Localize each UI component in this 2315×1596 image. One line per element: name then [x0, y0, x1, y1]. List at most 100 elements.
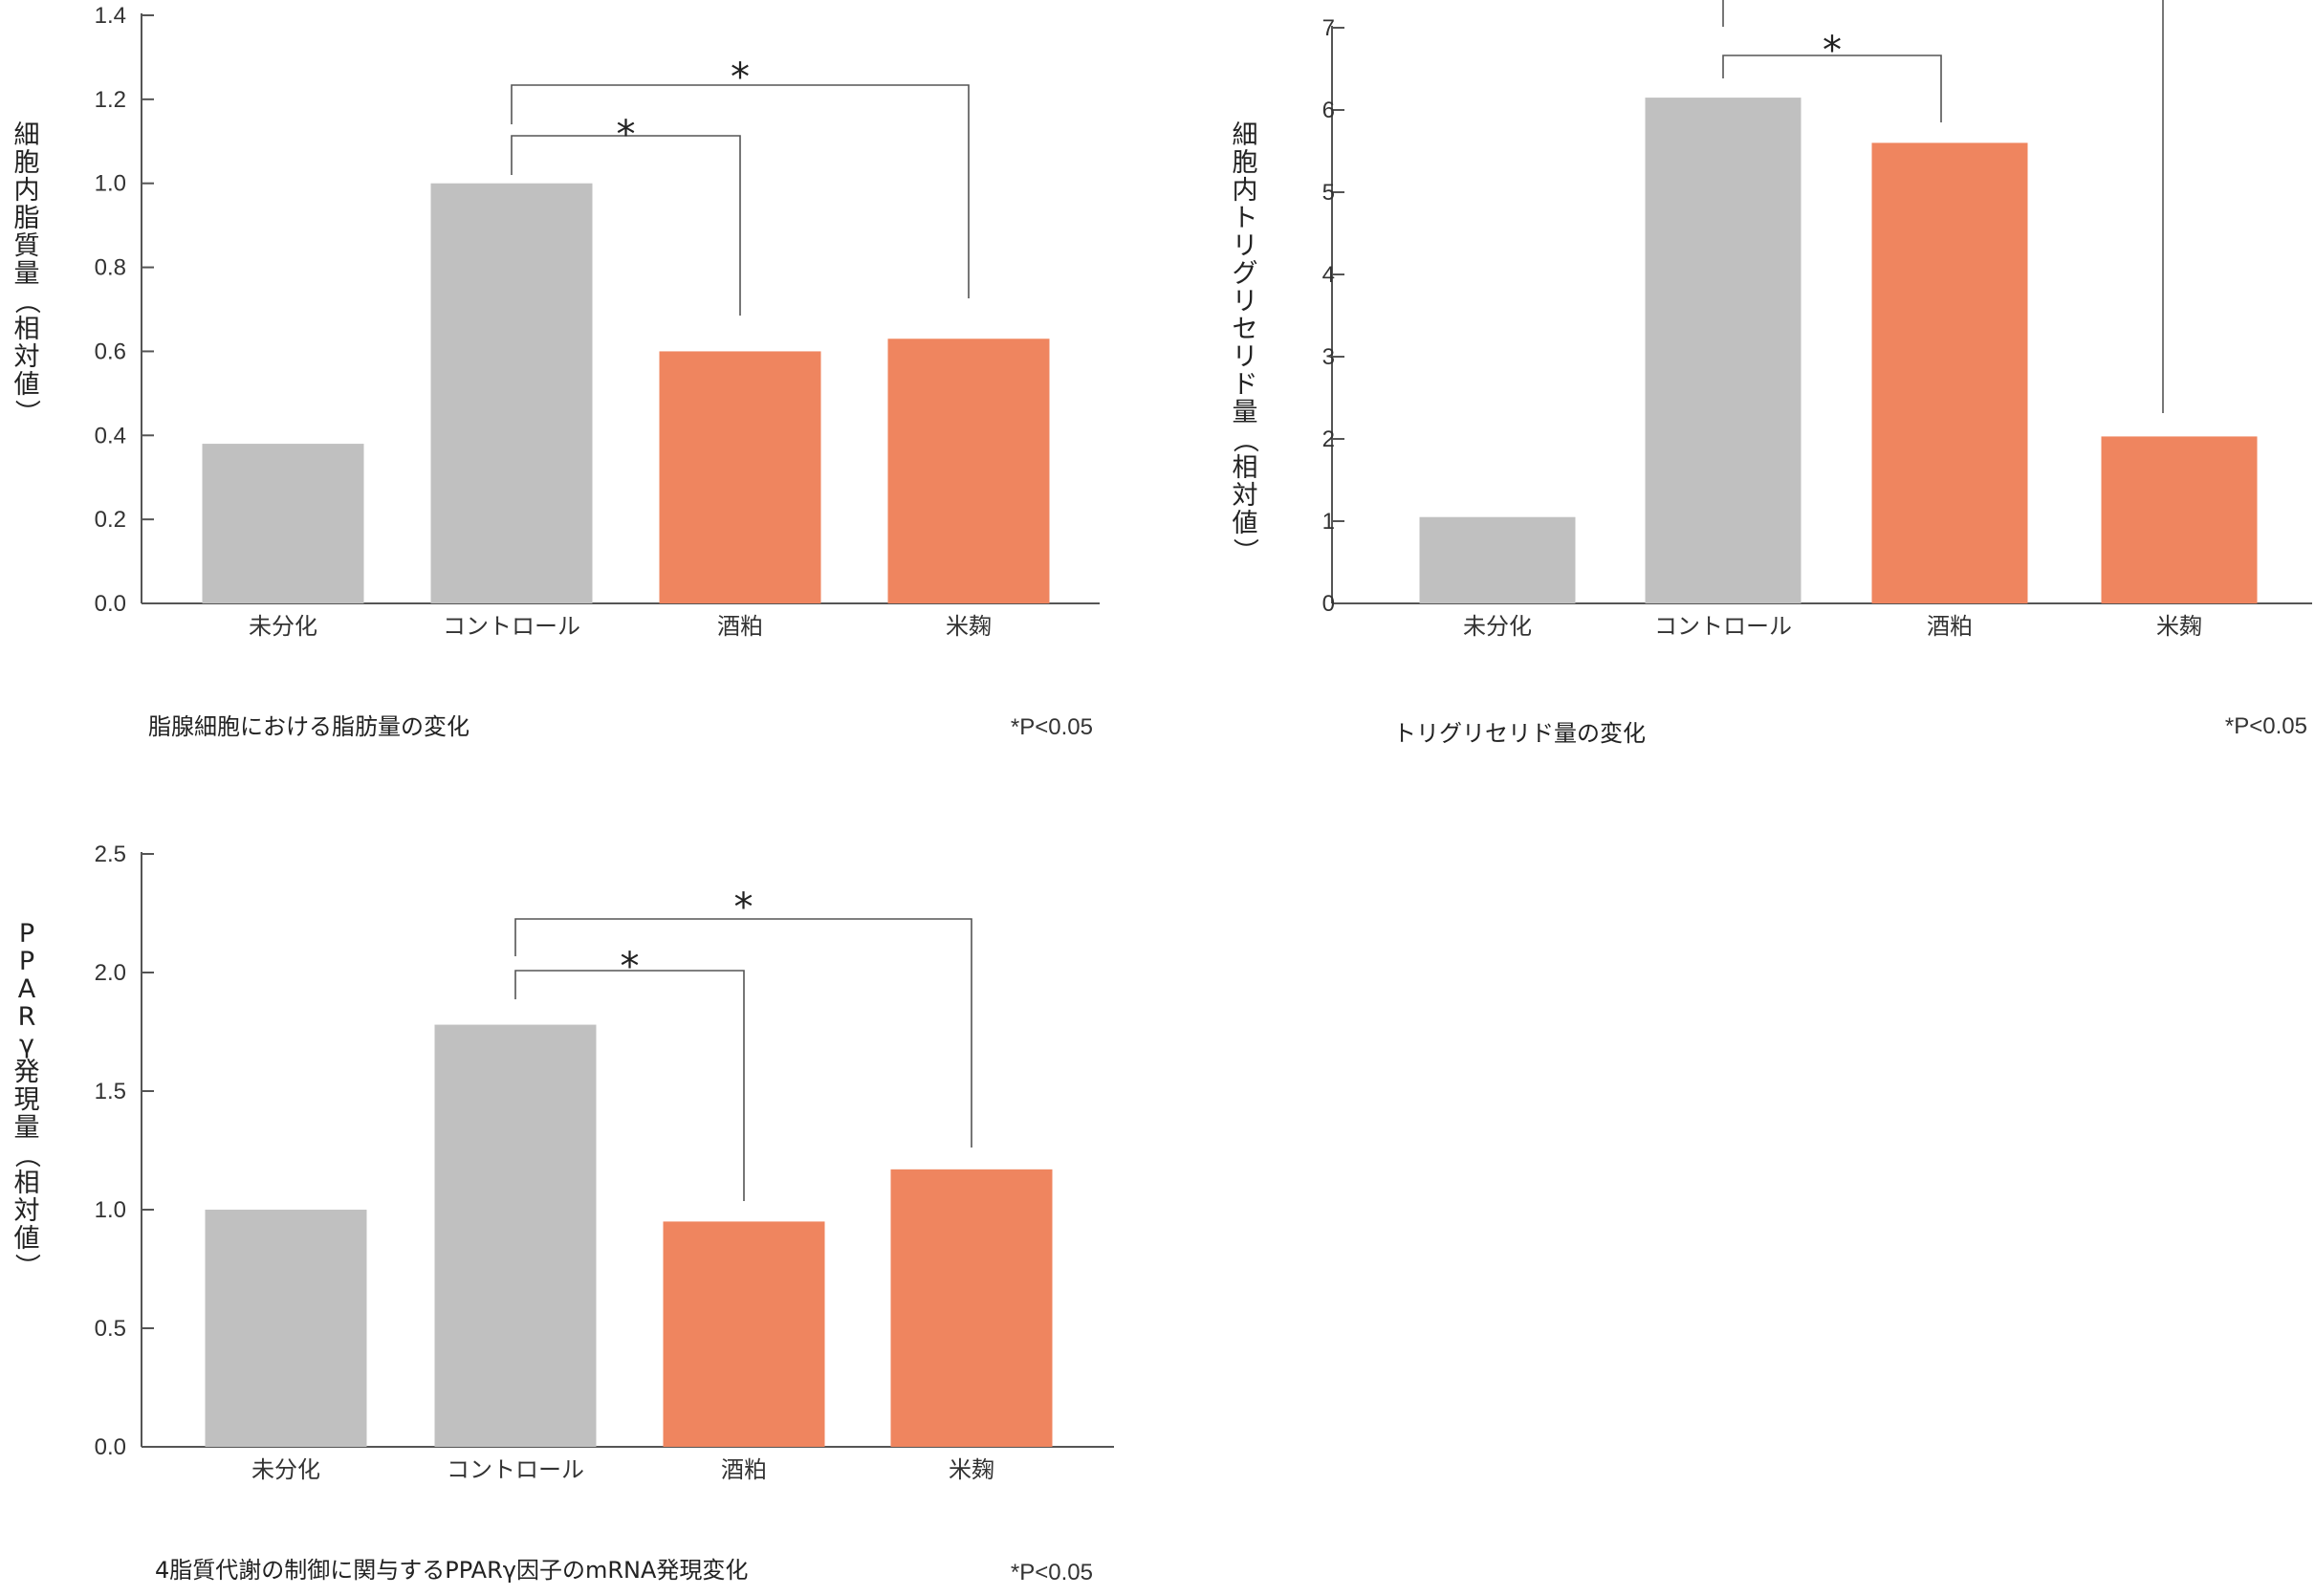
category-label: 酒粕: [1927, 613, 1973, 640]
y-axis-label-char: 対: [1233, 481, 1258, 511]
bar-1: [430, 183, 593, 603]
y-axis-label-char: 内: [14, 176, 40, 206]
bar-1: [434, 1024, 597, 1447]
significance-bracket: [511, 84, 970, 298]
y-axis-label-char: 量: [14, 259, 40, 289]
significance-bracket: [511, 135, 741, 316]
significance-bracket: [514, 970, 745, 1201]
y-tick-label: 1.0: [95, 171, 126, 197]
chart-caption: トリグリセリド量の変化: [1393, 720, 1646, 747]
y-axis-label-char: ）: [11, 400, 41, 426]
y-axis-label-char: 現: [14, 1085, 40, 1115]
category-label: 米麹: [2156, 613, 2202, 640]
category-label: 未分化: [1463, 613, 1532, 640]
y-tick-label: 1.4: [95, 3, 126, 29]
y-axis-label-char: 細: [14, 120, 40, 150]
bar-2: [1871, 142, 2028, 603]
y-axis-label-char: 量: [14, 1113, 40, 1143]
y-axis-label-char: 胞: [14, 148, 40, 178]
category-label: 米麹: [949, 1456, 994, 1483]
category-label: 未分化: [251, 1456, 320, 1483]
y-axis-label-char: 内: [1233, 176, 1258, 206]
significance-note: *P<0.05: [1011, 1560, 1093, 1585]
y-tick-label: 0.5: [95, 1316, 126, 1342]
y-axis-label-char: ト: [1233, 204, 1258, 233]
y-axis-label-char: γ: [19, 1030, 34, 1060]
bar-2: [659, 351, 821, 603]
bar-3: [890, 1169, 1053, 1447]
y-tick-label: 3: [1322, 344, 1335, 370]
y-axis-label-char: リ: [1233, 342, 1258, 372]
category-label: 米麹: [946, 613, 992, 640]
y-axis-label-char: （: [1230, 427, 1259, 453]
y-axis-label-char: 値: [14, 1224, 40, 1254]
category-label: コントロール: [443, 613, 580, 640]
y-axis-label-char: セ: [1233, 315, 1258, 344]
bar-1: [1645, 98, 1802, 604]
y-tick-label: 2: [1322, 426, 1335, 452]
category-label: 酒粕: [717, 613, 763, 640]
y-axis-label-char: 対: [14, 1196, 40, 1226]
chart-caption: 脂腺細胞における脂肪量の変化: [148, 713, 470, 740]
y-axis-label-char: 質: [14, 231, 40, 261]
y-axis-label-char: 胞: [1233, 148, 1258, 178]
y-tick-label: 5: [1322, 180, 1335, 206]
y-tick-label: 4: [1322, 262, 1335, 288]
bar-0: [205, 1210, 367, 1447]
y-tick-label: 1.5: [95, 1079, 126, 1104]
y-tick-label: 1.0: [95, 1197, 126, 1223]
y-tick-label: 0.8: [95, 255, 126, 281]
significance-star: *: [1823, 29, 1842, 73]
category-label: コントロール: [1654, 613, 1792, 640]
category-label: 酒粕: [721, 1456, 767, 1483]
y-axis-label-char: （: [11, 289, 41, 315]
y-tick-label: 0.6: [95, 339, 126, 364]
y-axis-label-char: ド: [1233, 370, 1258, 400]
y-tick-label: 0: [1322, 591, 1335, 617]
category-label: 未分化: [249, 613, 317, 640]
bar-2: [663, 1221, 825, 1447]
y-axis-label-char: ）: [11, 1254, 41, 1279]
y-tick-label: 0.4: [95, 423, 126, 448]
significance-star: *: [734, 885, 753, 929]
significance-note: *P<0.05: [1011, 714, 1093, 740]
bar-0: [1419, 516, 1576, 603]
y-axis-label-char: 発: [14, 1058, 40, 1087]
y-tick-label: 0.0: [95, 591, 126, 617]
category-label: コントロール: [447, 1456, 584, 1483]
y-axis-label-char: 相: [14, 315, 40, 344]
significance-bracket: [1722, 55, 1942, 122]
y-axis-label-char: 相: [14, 1169, 40, 1198]
y-axis-label-char: 対: [14, 342, 40, 372]
y-axis-label-char: ）: [1230, 538, 1259, 564]
y-axis-label-char: 相: [1233, 453, 1258, 483]
y-axis-label-char: （: [11, 1143, 41, 1169]
significance-star: *: [621, 945, 640, 989]
y-axis-label-char: 細: [1233, 120, 1258, 150]
y-axis-label-char: 値: [14, 370, 40, 400]
y-axis-label-char: 脂: [14, 204, 40, 233]
y-axis-label-char: P: [19, 919, 34, 949]
y-tick-label: 6: [1322, 98, 1335, 123]
chart-caption: 4脂質代謝の制御に関与するPPARγ因子のmRNA発現変化: [155, 1557, 748, 1584]
y-axis-label-char: グ: [1233, 259, 1258, 289]
y-axis-label-char: 値: [1233, 509, 1258, 538]
y-axis-label-char: R: [18, 1002, 36, 1032]
y-axis-label-char: 量: [1233, 398, 1258, 427]
y-tick-label: 2.0: [95, 960, 126, 986]
bar-3: [887, 339, 1050, 603]
significance-star: *: [731, 55, 750, 99]
y-axis-label-char: A: [18, 974, 36, 1004]
y-axis-label-char: P: [19, 947, 34, 976]
y-tick-label: 1.2: [95, 87, 126, 113]
significance-bracket: [514, 918, 972, 1148]
bar-0: [202, 444, 364, 603]
y-tick-label: 2.5: [95, 842, 126, 867]
bar-3: [2101, 436, 2258, 603]
y-tick-label: 0.0: [95, 1434, 126, 1460]
y-tick-label: 7: [1322, 15, 1335, 41]
significance-star: *: [617, 113, 636, 157]
y-tick-label: 1: [1322, 509, 1335, 535]
y-axis-label-char: リ: [1233, 231, 1258, 261]
